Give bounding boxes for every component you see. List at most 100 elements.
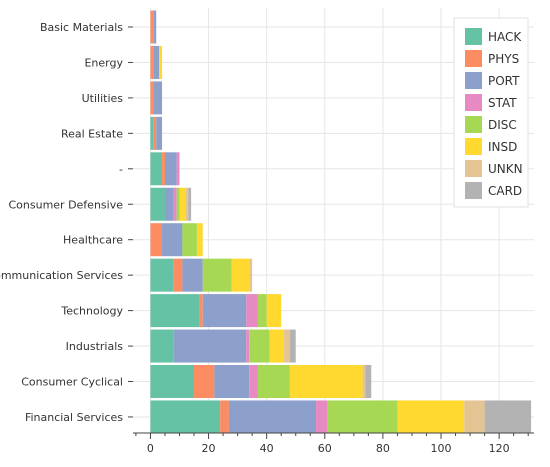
legend: HACK PHYS PORT STAT DISC INSD UNKN CARD: [453, 17, 529, 208]
legend-label-phys: PHYS: [488, 52, 519, 66]
legend-label-stat: STAT: [488, 96, 517, 110]
legend-swatch-insd: [465, 138, 482, 155]
bar-communication-services-port: [182, 258, 203, 292]
axes: Basic Materials Energy Utilities Real Estat…: [0, 21, 534, 455]
bar-basic-materials-phys: [150, 10, 154, 44]
bar-financial-services-phys: [220, 400, 229, 434]
bar-energy-port: [153, 45, 160, 79]
bar-industrials-insd: [269, 329, 285, 363]
bar-technology-stat: [246, 294, 258, 328]
x-tick-label-0: 0: [147, 442, 154, 455]
bar-industrials-hack: [150, 329, 174, 363]
bar-financial-services-stat: [316, 400, 328, 434]
bar-dash-phys: [162, 152, 165, 186]
legend-box: [453, 17, 529, 208]
bar-consumer-defensive-port: [164, 187, 174, 221]
bar-technology-phys: [199, 294, 203, 328]
bar-energy-phys: [150, 45, 154, 79]
y-tick-label-technology: Technology: [60, 305, 123, 318]
bar-consumer-cyclical-unkn: [362, 365, 366, 398]
legend-swatch-disc: [465, 116, 482, 133]
bar-basic-materials-port: [153, 10, 157, 44]
bar-consumer-defensive-card: [188, 187, 192, 221]
bar-technology-port: [202, 294, 247, 328]
bar-industrials-card: [289, 329, 296, 363]
bar-consumer-cyclical-disc: [257, 365, 290, 398]
y-tick-label-dash: -: [119, 163, 123, 176]
y-tick-label-healthcare: Healthcare: [63, 234, 123, 247]
bar-consumer-defensive-insd: [179, 187, 186, 221]
bar-financial-services-port: [228, 400, 317, 434]
bar-healthcare-phys: [150, 223, 163, 257]
bar-energy-insd: [159, 45, 163, 79]
bar-industrials-stat: [246, 329, 250, 363]
y-tick-label-communication-services: Communication Services: [0, 269, 123, 282]
legend-label-card: CARD: [488, 184, 522, 198]
y-tick-label-financial-services: Financial Services: [25, 411, 123, 424]
bar-technology-disc: [257, 294, 267, 328]
legend-swatch-hack: [465, 28, 482, 45]
bar-consumer-defensive-stat: [173, 187, 177, 221]
bar-consumer-defensive-disc: [176, 187, 180, 221]
x-tick-label-60: 60: [318, 442, 332, 455]
bar-technology-hack: [150, 294, 200, 328]
y-tick-label-utilities: Utilities: [82, 92, 124, 105]
bar-utilities-port: [153, 81, 163, 115]
bar-real-estate-hack: [150, 116, 154, 150]
bar-financial-services-disc: [327, 400, 398, 434]
bar-consumer-cyclical-hack: [150, 365, 195, 398]
bar-technology-insd: [266, 294, 282, 328]
bar-communication-services-phys: [173, 258, 183, 292]
legend-label-unkn: UNKN: [488, 162, 523, 176]
legend-swatch-card: [465, 182, 482, 199]
bar-industrials-port: [173, 329, 247, 363]
bar-industrials-disc: [249, 329, 270, 363]
legend-label-port: PORT: [488, 74, 520, 88]
x-tick-label-80: 80: [376, 442, 390, 455]
bar-communication-services-hack: [150, 258, 174, 292]
bar-healthcare-insd: [196, 223, 203, 257]
legend-label-disc: DISC: [488, 118, 517, 132]
bar-consumer-cyclical-port: [214, 365, 250, 398]
bar-financial-services-unkn: [464, 400, 485, 434]
bar-dash-port: [164, 152, 177, 186]
bar-communication-services-unkn: [249, 258, 253, 292]
bar-consumer-defensive-unkn: [185, 187, 189, 221]
bar-healthcare-disc: [182, 223, 197, 257]
bar-consumer-defensive-hack: [150, 187, 165, 221]
legend-label-insd: INSD: [488, 140, 517, 154]
y-tick-label-industrials: Industrials: [66, 340, 124, 353]
bar-communication-services-insd: [231, 258, 250, 292]
bar-consumer-cyclical-card: [365, 365, 372, 398]
bar-real-estate-phys: [153, 116, 157, 150]
legend-label-hack: HACK: [488, 30, 522, 44]
bar-consumer-cyclical-stat: [249, 365, 258, 398]
bar-healthcare-port: [162, 223, 183, 257]
y-tick-label-real-estate: Real Estate: [61, 127, 123, 140]
bar-communication-services-disc: [202, 258, 232, 292]
legend-swatch-port: [465, 72, 482, 89]
x-tick-label-100: 100: [431, 442, 452, 455]
bar-dash-stat: [176, 152, 180, 186]
bar-financial-services-hack: [150, 400, 221, 434]
bar-dash-hack: [150, 152, 163, 186]
y-tick-label-energy: Energy: [84, 56, 123, 69]
legend-swatch-stat: [465, 94, 482, 111]
bar-financial-services-card: [484, 400, 532, 434]
bar-consumer-cyclical-insd: [289, 365, 363, 398]
bar-utilities-phys: [150, 81, 154, 115]
bar-consumer-cyclical-phys: [194, 365, 215, 398]
x-tick-label-40: 40: [260, 442, 274, 455]
y-tick-label-basic-materials: Basic Materials: [40, 21, 123, 34]
bars: [150, 10, 532, 434]
x-tick-label-120: 120: [489, 442, 510, 455]
x-tick-label-20: 20: [202, 442, 216, 455]
legend-swatch-phys: [465, 50, 482, 67]
bar-financial-services-insd: [397, 400, 465, 434]
bar-real-estate-port: [156, 116, 163, 150]
legend-swatch-unkn: [465, 160, 482, 177]
bar-industrials-unkn: [284, 329, 290, 363]
y-tick-label-consumer-cyclical: Consumer Cyclical: [21, 376, 123, 389]
